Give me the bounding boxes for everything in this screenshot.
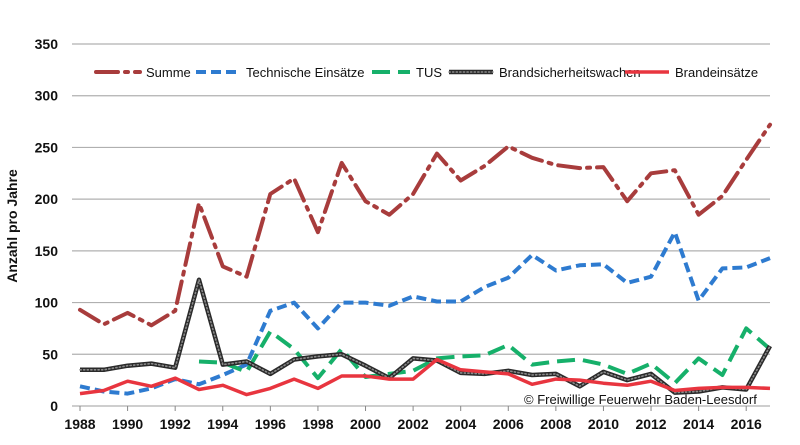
gridlines: [72, 43, 770, 407]
series-technische-einsatze: [79, 230, 771, 396]
y-tick-label: 100: [35, 295, 59, 311]
x-tick-label: 1994: [207, 416, 238, 432]
legend-item-technische-einsatze: Technische Einsätze: [196, 65, 365, 80]
legend-label-summe: Summe: [146, 65, 191, 80]
y-tick-labels: 0 50 100 150 200 250 300 350: [35, 36, 59, 414]
y-tick-label: 50: [42, 346, 58, 362]
y-tick-label: 200: [35, 191, 59, 207]
y-tick-label: 0: [50, 398, 58, 414]
x-tick-label: 2000: [350, 416, 381, 432]
x-tick-label: 1998: [302, 416, 333, 432]
legend-label-tus: TUS: [416, 65, 442, 80]
legend-item-brandsicherheitswachen: Brandsicherheitswachen: [448, 65, 641, 80]
legend-item-summe: Summe: [94, 65, 191, 80]
series-summe: [78, 122, 772, 328]
series-brandsicherheitswachen: [79, 276, 772, 395]
y-tick-label: 150: [35, 243, 59, 259]
y-tick-label: 350: [35, 36, 59, 52]
legend-label-technische-einsatze: Technische Einsätze: [246, 65, 365, 80]
y-axis-label: Anzahl pro Jahre: [4, 169, 20, 283]
x-tick-label: 2010: [588, 416, 619, 432]
series-brandeinsatze: [79, 357, 771, 397]
legend-item-brandeinsatze: Brandeinsätze: [625, 65, 758, 80]
x-tick-label: 1988: [64, 416, 95, 432]
series-texture-brandsicherheitswachen: [79, 276, 771, 394]
y-tick-label: 300: [35, 88, 59, 104]
x-tick-label: 2014: [683, 416, 714, 432]
series-line-summe: [78, 122, 772, 328]
legend: Summe Technische Einsätze TUS Brandsicherhe…: [94, 65, 758, 80]
y-tick-label: 250: [35, 139, 59, 155]
series-lines: [78, 122, 772, 397]
x-tick-label: 2006: [493, 416, 524, 432]
series-line-technische-einsatze: [79, 230, 771, 396]
x-tick-label: 2004: [445, 416, 476, 432]
series-line-brandeinsatze: [79, 357, 771, 397]
legend-label-brandsicherheitswachen: Brandsicherheitswachen: [499, 65, 641, 80]
x-tick-label: 2002: [398, 416, 429, 432]
x-tick-label: 2008: [540, 416, 571, 432]
x-tick-labels: 1988 1990 1992 1994 1996 1998 2000 2002 2004 2006…: [64, 406, 762, 432]
x-tick-label: 1996: [255, 416, 286, 432]
credit-text: © Freiwillige Feuerwehr Baden-Leesdorf: [524, 392, 757, 407]
legend-item-tus: TUS: [372, 65, 442, 80]
x-tick-label: 1992: [160, 416, 191, 432]
x-tick-label: 1990: [112, 416, 143, 432]
legend-label-brandeinsatze: Brandeinsätze: [675, 65, 758, 80]
x-tick-label: 2016: [731, 416, 762, 432]
x-tick-label: 2012: [635, 416, 666, 432]
